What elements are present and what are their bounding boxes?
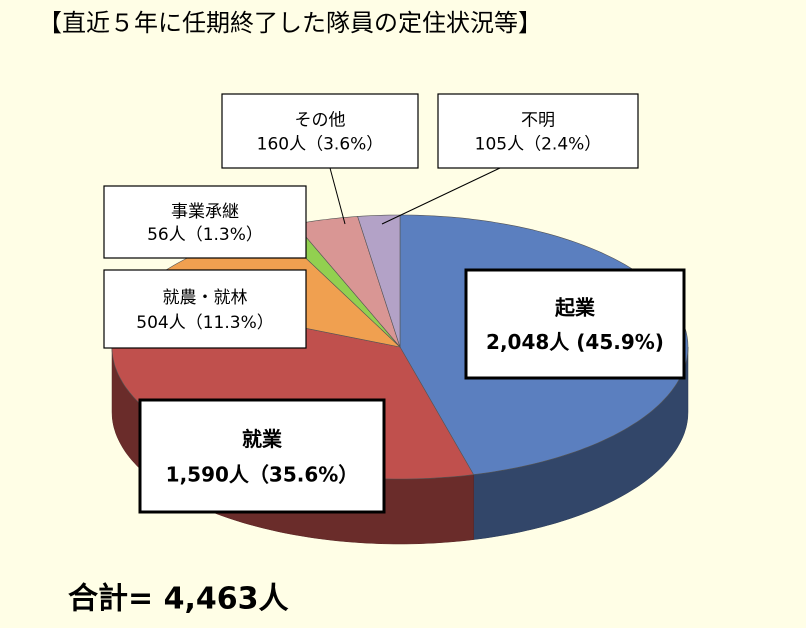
total-label: 合計= 4,463人 [68, 582, 288, 617]
label-box [103, 269, 307, 349]
chart-title: 【直近５年に任期終了した隊員の定住状況等】 [38, 9, 542, 37]
value-label: 504人（11.3%） [136, 313, 273, 333]
category-label: 就農・就林 [163, 288, 248, 308]
value-label: 56人（1.3%） [147, 225, 263, 245]
category-label: 不明 [521, 111, 555, 131]
value-label: 160人（3.6%） [257, 134, 384, 154]
label-box [103, 185, 307, 259]
category-label: 就業 [242, 427, 283, 451]
label-box [437, 93, 639, 169]
leader-line [381, 167, 501, 225]
category-label: 事業承継 [171, 202, 239, 222]
category-label: 起業 [554, 295, 596, 319]
category-label: その他 [295, 111, 346, 131]
label-box [138, 398, 386, 514]
label-box [464, 268, 686, 380]
value-label: 1,590人（35.6%） [166, 463, 359, 487]
label-box [221, 93, 419, 169]
leader-line [329, 167, 346, 225]
value-label: 105人（2.4%） [475, 134, 602, 154]
pie-slice [357, 214, 401, 348]
value-label: 2,048人 (45.9%) [486, 330, 664, 354]
